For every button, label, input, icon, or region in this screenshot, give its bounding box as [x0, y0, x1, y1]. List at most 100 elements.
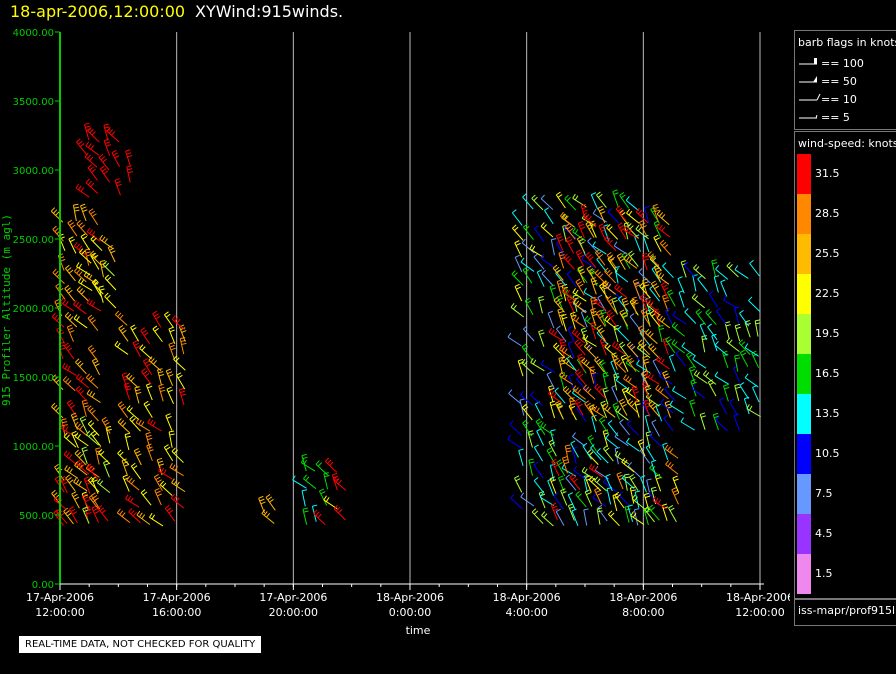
wind-barb — [76, 138, 87, 155]
barb-flag — [672, 489, 678, 493]
wind-barb — [117, 418, 131, 434]
barb-flag — [52, 225, 57, 230]
barb-staff — [626, 423, 639, 436]
barb-staff — [574, 342, 586, 356]
barb-staff — [615, 208, 627, 222]
barb-staff — [130, 465, 142, 480]
barb-flag — [66, 452, 70, 457]
barb-flag — [712, 262, 718, 265]
barb-flag — [143, 370, 148, 375]
wind-barb — [135, 418, 151, 432]
barb-staff — [720, 281, 728, 297]
wind-barb — [535, 418, 546, 436]
barb-flag — [644, 361, 650, 364]
barb-flag — [596, 492, 602, 496]
barb-flag — [613, 192, 619, 195]
barb-flag — [155, 476, 161, 481]
barb-flag — [560, 488, 566, 492]
barb-staff — [313, 513, 326, 525]
wind-barb — [565, 474, 577, 491]
barb-staff — [651, 422, 660, 437]
barb-flag — [509, 420, 514, 425]
barb-staff — [612, 345, 626, 356]
wind-barb — [584, 400, 595, 417]
wind-barb — [90, 235, 103, 252]
barb-flag — [725, 321, 731, 324]
barb-flag — [648, 400, 653, 405]
wind-barb — [572, 432, 586, 447]
barb-flag — [135, 389, 141, 392]
barb-staff — [596, 259, 607, 273]
barb-flag — [78, 245, 83, 251]
barb-staff — [76, 289, 89, 302]
wind-barb — [659, 239, 672, 256]
barb-flag — [637, 439, 643, 443]
barb-flag — [553, 296, 559, 301]
barb-staff — [554, 390, 566, 404]
barb-flag — [108, 129, 113, 134]
barb-flag — [671, 321, 676, 327]
barb-flag — [597, 312, 603, 316]
barb-flag — [587, 223, 592, 227]
barb-flag — [171, 315, 176, 320]
barb-flag — [566, 450, 572, 453]
barb-flag — [599, 273, 604, 278]
barb-staff — [645, 301, 659, 312]
barb-flag — [171, 447, 176, 452]
wind-barb — [640, 308, 650, 326]
barb-staff — [572, 197, 587, 208]
wind-barb — [658, 371, 673, 385]
barb-flag — [78, 185, 82, 191]
barb-staff — [677, 278, 685, 294]
barb-staff — [560, 490, 568, 506]
barb-staff — [626, 441, 640, 452]
barb-flag — [621, 403, 627, 408]
wind-barb — [621, 473, 635, 489]
wind-barb — [598, 416, 609, 434]
barb-flag — [550, 441, 555, 446]
wind-barb — [118, 325, 129, 342]
barb-staff — [614, 436, 629, 447]
barb-staff — [556, 296, 565, 312]
barb-flag — [606, 269, 611, 274]
barb-flag — [655, 355, 660, 361]
barb-flag — [62, 481, 68, 485]
wind-barb — [605, 433, 619, 449]
speed-swatch — [797, 234, 811, 274]
barb-flag — [631, 301, 637, 305]
barb-flag — [70, 508, 76, 513]
barb-flag — [269, 498, 274, 503]
barb-flag — [617, 325, 622, 330]
wind-barb — [164, 504, 176, 522]
wind-barb — [671, 339, 686, 354]
barb-flag — [82, 235, 88, 240]
wind-barb — [623, 374, 637, 389]
barb-flag — [659, 239, 665, 244]
wind-barb — [713, 275, 720, 293]
wind-barb — [616, 252, 626, 270]
barb-flag — [333, 475, 338, 481]
barb-flag — [588, 475, 593, 481]
barb-staff — [668, 507, 677, 523]
barb-flag — [663, 373, 669, 377]
barb-staff — [168, 328, 176, 345]
wind-barb — [575, 249, 585, 267]
barb-flag — [88, 375, 93, 380]
barb-flag — [531, 245, 536, 251]
barb-staff — [566, 273, 578, 288]
barb-flag — [593, 372, 599, 375]
barb-flag — [551, 502, 557, 506]
barb-flag — [684, 308, 689, 313]
barb-flag — [566, 295, 572, 299]
barb-flag — [625, 386, 630, 392]
barb-flag — [157, 457, 163, 461]
barb-staff — [705, 312, 717, 326]
barb-flag — [76, 423, 81, 429]
wind-barb — [534, 225, 545, 242]
barb-staff — [602, 431, 609, 447]
barb-staff — [602, 373, 608, 390]
barb-staff — [541, 273, 554, 286]
wind-barb — [581, 466, 596, 481]
barb-staff — [643, 236, 650, 253]
wind-barb — [561, 286, 576, 301]
